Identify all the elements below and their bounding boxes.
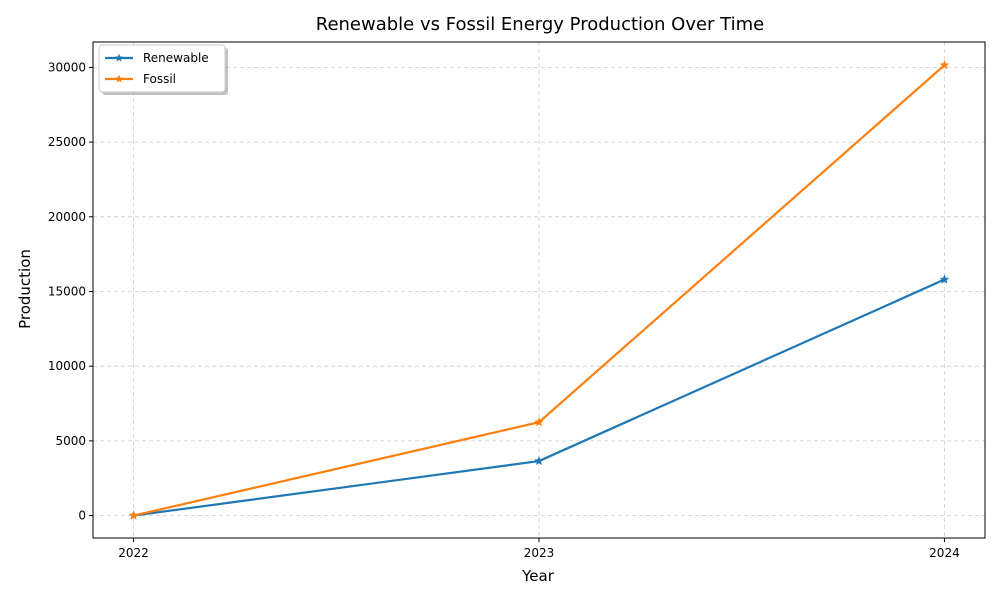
y-axis-label: Production bbox=[16, 249, 34, 329]
plot-frame bbox=[92, 41, 986, 539]
data-point-fossil bbox=[128, 510, 139, 520]
y-tick-label: 30000 bbox=[48, 60, 86, 74]
chart-title: Renewable vs Fossil Energy Production Ov… bbox=[316, 14, 764, 35]
y-axis: 0 5000 10000 15000 20000 25000 30000 bbox=[48, 60, 93, 523]
legend-box bbox=[98, 44, 226, 93]
y-tick-label: 25000 bbox=[48, 135, 86, 149]
grid bbox=[93, 42, 985, 538]
y-tick-label: 20000 bbox=[48, 210, 86, 224]
legend-marker-renewable bbox=[114, 53, 124, 62]
x-tick-label: 2024 bbox=[929, 546, 960, 560]
y-tick-label: 15000 bbox=[48, 284, 86, 298]
x-axis-label: Year bbox=[521, 567, 555, 585]
data-point-renewable bbox=[939, 274, 950, 284]
x-axis: 2022 2023 2024 bbox=[118, 538, 960, 560]
data-point-fossil bbox=[939, 59, 950, 70]
series-line-renewable bbox=[133, 278, 945, 517]
x-tick-label: 2022 bbox=[118, 546, 149, 560]
x-tick-label: 2023 bbox=[524, 546, 555, 560]
legend-label-renewable: Renewable bbox=[143, 51, 209, 65]
series-group bbox=[128, 59, 950, 520]
data-point-fossil bbox=[534, 417, 544, 427]
y-tick-label: 0 bbox=[78, 509, 86, 523]
legend-label-fossil: Fossil bbox=[143, 72, 176, 86]
y-tick-label: 5000 bbox=[55, 434, 86, 448]
legend: Renewable Fossil bbox=[98, 44, 228, 95]
legend-marker-fossil bbox=[114, 74, 124, 83]
y-tick-label: 10000 bbox=[48, 359, 86, 373]
data-point-renewable bbox=[534, 455, 544, 466]
